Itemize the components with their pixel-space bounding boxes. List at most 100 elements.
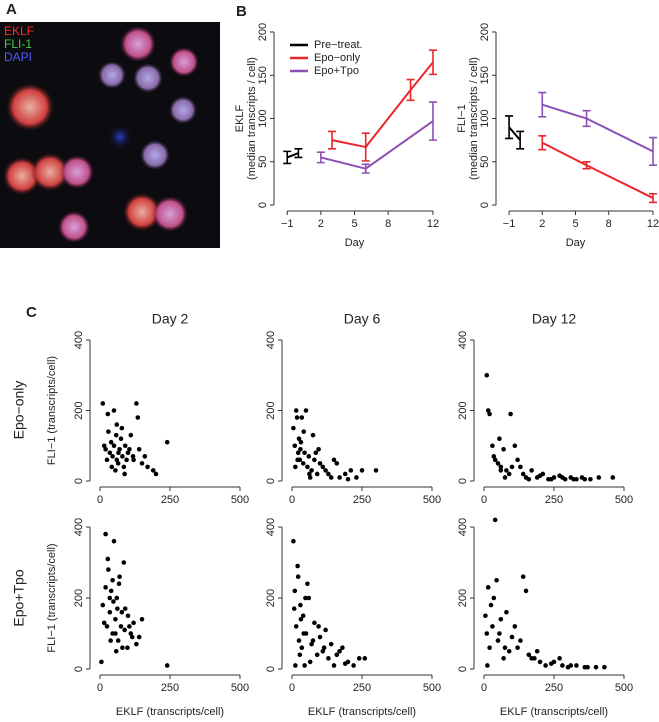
- point: [342, 661, 348, 666]
- point: [109, 464, 115, 470]
- chart-title: Day 12: [532, 311, 577, 327]
- point: [120, 454, 125, 459]
- point: [490, 443, 495, 449]
- point: [300, 613, 306, 619]
- image-legend-label: FLI-1: [4, 37, 32, 51]
- x-tick-label: 500: [423, 682, 441, 694]
- point: [317, 461, 323, 466]
- point: [306, 454, 312, 459]
- point: [485, 585, 491, 590]
- point: [331, 457, 337, 463]
- point: [291, 538, 296, 544]
- point: [303, 408, 309, 413]
- y-axis-unit: (median transcripts / cell): [246, 57, 258, 180]
- point: [334, 652, 340, 658]
- x-tick-label: 250: [545, 682, 563, 694]
- point: [537, 473, 543, 479]
- point: [320, 464, 326, 470]
- point: [295, 563, 300, 569]
- point: [113, 432, 119, 438]
- point: [509, 634, 515, 640]
- y-tick-label: 200: [257, 23, 269, 41]
- x-tick-label: 8: [606, 218, 612, 230]
- point: [103, 585, 108, 590]
- point: [316, 446, 321, 452]
- point: [484, 372, 490, 378]
- point: [139, 617, 145, 622]
- x-axis-label: Day: [345, 237, 365, 249]
- point: [571, 476, 576, 482]
- point: [121, 464, 127, 470]
- point: [560, 475, 565, 480]
- point: [328, 475, 334, 480]
- point: [534, 648, 540, 654]
- point: [113, 648, 119, 654]
- x-tick-label: 0: [97, 494, 103, 506]
- point: [321, 645, 327, 650]
- x-tick-label: −1: [503, 218, 516, 230]
- point: [299, 645, 305, 650]
- point: [509, 464, 515, 470]
- point: [296, 638, 302, 643]
- y-axis-unit: (median transcripts / cell): [468, 57, 480, 180]
- point: [111, 443, 117, 449]
- error-bar: [516, 130, 525, 150]
- point: [498, 617, 504, 622]
- legend-label: Epo−only: [314, 52, 361, 64]
- point: [295, 450, 301, 456]
- point: [307, 475, 313, 480]
- point: [111, 408, 117, 413]
- point: [515, 645, 520, 650]
- point: [312, 620, 317, 626]
- point: [490, 624, 495, 629]
- point: [483, 613, 488, 619]
- point: [316, 624, 321, 629]
- x-tick-label: 2: [318, 218, 324, 230]
- y-tick-label: 150: [257, 66, 269, 84]
- point: [125, 613, 131, 619]
- panel-label: A: [6, 1, 17, 18]
- point: [298, 446, 303, 452]
- x-tick-label: 0: [97, 682, 103, 694]
- error-bar: [361, 132, 370, 162]
- error-bar: [316, 151, 325, 164]
- point: [125, 450, 131, 456]
- point: [111, 538, 117, 544]
- point: [312, 457, 317, 463]
- point: [302, 663, 307, 668]
- error-bar: [649, 136, 657, 167]
- point: [99, 659, 104, 665]
- point: [337, 648, 342, 654]
- point: [113, 468, 118, 473]
- point: [520, 471, 526, 477]
- point: [568, 663, 574, 668]
- point: [129, 634, 135, 640]
- chart-title: Day 6: [344, 311, 381, 327]
- y-tick-label: 200: [457, 401, 469, 419]
- y-tick-label: 200: [265, 401, 277, 419]
- x-tick-label: 12: [647, 218, 659, 230]
- point: [485, 408, 491, 413]
- point: [107, 609, 113, 615]
- point: [299, 415, 305, 420]
- point: [139, 461, 145, 466]
- image-legend-label: EKLF: [4, 24, 34, 38]
- point: [113, 617, 118, 622]
- x-tick-label: 12: [427, 218, 439, 230]
- point: [293, 624, 299, 629]
- series-line: [320, 120, 434, 170]
- point: [110, 577, 115, 583]
- point: [111, 599, 116, 604]
- point: [334, 461, 340, 466]
- point: [130, 454, 136, 459]
- point: [118, 624, 124, 629]
- error-bar: [429, 101, 437, 141]
- point: [135, 415, 141, 420]
- point: [145, 464, 150, 470]
- point: [107, 450, 113, 456]
- point: [487, 645, 492, 650]
- x-tick-label: 250: [161, 682, 179, 694]
- y-tick-label: 0: [73, 478, 85, 484]
- point: [305, 464, 310, 470]
- point: [294, 415, 300, 420]
